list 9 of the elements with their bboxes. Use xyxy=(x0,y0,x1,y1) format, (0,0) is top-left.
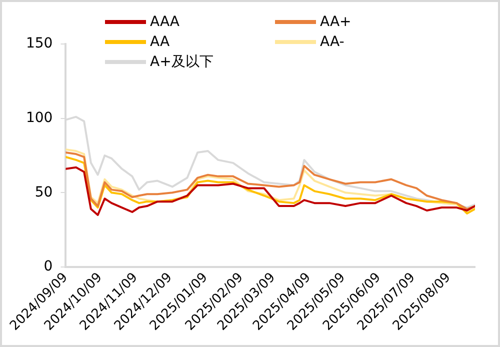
legend-label: A+及以下 xyxy=(150,52,214,70)
legend-label: AA- xyxy=(320,34,344,50)
legend-label: AA+ xyxy=(320,14,352,30)
legend-label: AAA xyxy=(150,14,180,30)
y-tick-label: 100 xyxy=(26,110,53,126)
y-tick-label: 150 xyxy=(26,36,53,52)
y-tick-label: 0 xyxy=(44,258,53,275)
legend-label: AA xyxy=(150,34,170,50)
y-tick-label: 50 xyxy=(34,184,53,200)
